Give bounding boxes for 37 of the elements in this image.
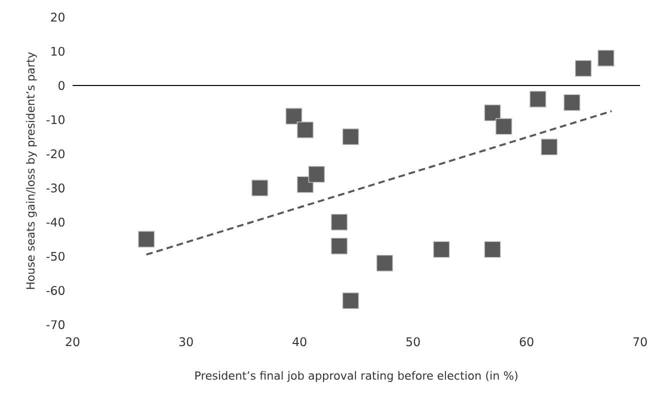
point: [330, 214, 348, 231]
point: [496, 118, 512, 135]
point: [376, 254, 393, 272]
point: [598, 50, 614, 67]
point: [342, 292, 359, 310]
y-tick-label: -10: [46, 115, 64, 124]
x-tick-label: 40: [292, 337, 306, 346]
point: [574, 60, 592, 77]
point: [138, 230, 155, 248]
x-axis-title: President’s final job approval rating before election (in %): [195, 371, 518, 382]
x-tick-label: 60: [520, 337, 534, 346]
y-tick-label: -40: [46, 218, 64, 227]
point: [540, 138, 558, 156]
point: [296, 122, 314, 138]
point: [530, 90, 546, 108]
point: [433, 241, 450, 258]
point: [330, 238, 348, 254]
y-tick-label: -60: [46, 286, 64, 296]
y-tick-label: -70: [46, 320, 64, 330]
y-tick-label: 20: [51, 12, 64, 22]
point: [252, 180, 268, 196]
point: [308, 166, 325, 183]
y-axis-title: House seats gain/loss by president’s party: [26, 52, 37, 289]
x-tick-label: 70: [633, 337, 647, 346]
x-tick-label: 20: [66, 337, 80, 346]
point: [484, 241, 501, 258]
x-tick-label: 50: [406, 337, 420, 346]
point: [564, 94, 580, 111]
y-tick-label: -30: [46, 184, 64, 193]
y-tick-label: 0: [58, 81, 64, 90]
point: [484, 104, 501, 122]
point: [286, 108, 302, 125]
y-tick-label: -50: [46, 252, 64, 261]
y-tick-label: 10: [51, 46, 64, 56]
point: [342, 128, 359, 146]
y-tick-label: -20: [46, 149, 64, 158]
x-tick-label: 30: [179, 337, 193, 346]
